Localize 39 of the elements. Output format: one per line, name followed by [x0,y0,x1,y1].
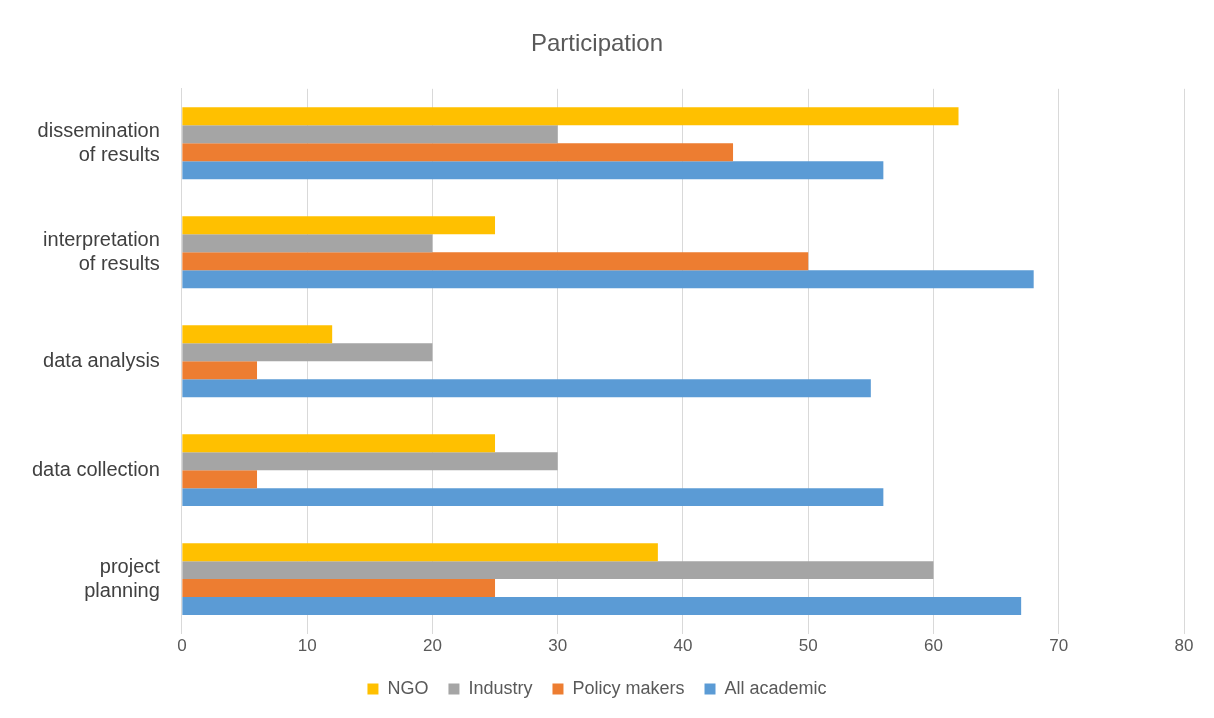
bar [182,452,558,471]
x-tick-label: 30 [548,636,568,656]
x-tick-label: 60 [924,636,943,656]
legend-label: Policy makers [572,677,685,698]
bar [182,107,959,126]
x-tick-label: 10 [297,636,317,656]
chart-title: Participation [530,29,664,57]
bar [182,543,658,562]
bar [182,579,496,598]
y-tick-label: data analysis [43,348,160,371]
bar [182,597,1022,616]
bar [182,561,934,580]
legend-label: All academic [724,677,827,698]
legend-label: Industry [468,677,533,698]
y-tick-label: data collection [31,457,160,480]
y-tick-label: dissemination of results [37,118,160,165]
bar [182,125,558,144]
bar [182,216,496,235]
x-tick-label: 50 [798,636,818,656]
bar [182,270,1034,289]
x-tick-label: 40 [673,636,693,656]
bar [182,488,884,507]
x-tick-label: 0 [177,636,187,656]
bar [182,252,809,271]
bar [182,234,433,253]
bar [182,379,871,398]
bar [182,143,734,162]
bar [182,470,258,489]
bar [182,343,433,362]
x-tick-label: 20 [422,636,442,656]
y-tick-label: project planning [84,554,161,601]
legend-label: NGO [387,677,429,698]
bar [182,361,258,380]
x-tick-label: 80 [1174,636,1194,656]
bar [182,434,496,453]
bar [182,325,333,344]
bar [182,161,884,180]
x-tick-label: 70 [1049,636,1069,656]
y-tick-label: interpretation of results [43,227,160,274]
